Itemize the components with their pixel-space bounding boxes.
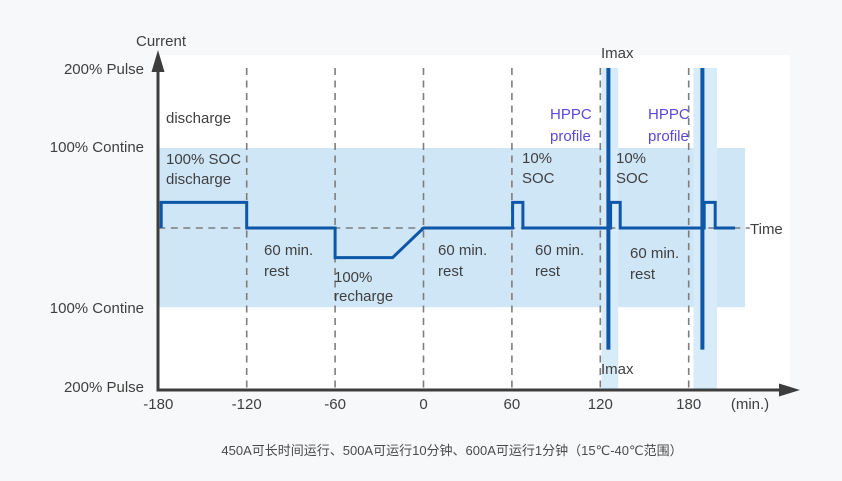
y-label-100-contine-top: 100% Contine xyxy=(49,139,144,156)
soc10-label-2: 10% SOC xyxy=(616,150,649,187)
x-axis-arrow-label: Time xyxy=(750,221,783,238)
rest-label-3: 60 min. rest xyxy=(535,242,585,280)
y-label-200-pulse-bottom: 200% Pulse xyxy=(63,379,144,396)
y-label-200-pulse-top: 200% Pulse xyxy=(63,61,144,78)
hppc-spikes xyxy=(606,68,705,350)
x-tick-label-60: 60 xyxy=(503,396,521,413)
rest-label-1: 60 min. rest xyxy=(264,242,314,280)
y-axis-title: Current xyxy=(135,33,187,50)
caption-text: 450A可长时间运行、500A可运行10分钟、600A可运行1分钟（15℃-40… xyxy=(221,443,683,458)
recharge-label: 100% recharge xyxy=(334,269,394,305)
axes xyxy=(151,50,800,397)
hppc-profile-label-2: HPPC profile xyxy=(648,106,690,145)
imax-label-top: Imax xyxy=(601,45,634,62)
rest-label-4: 60 min. rest xyxy=(630,245,680,283)
x-tick-label--60: -60 xyxy=(324,396,346,413)
x-tick-label--180: -180 xyxy=(143,396,174,413)
discharge-label: discharge xyxy=(166,110,232,127)
x-tick-label-0: 0 xyxy=(419,396,428,413)
hppc-profile-label-1: HPPC profile xyxy=(550,106,592,145)
x-tick-label--120: -120 xyxy=(231,396,262,413)
soc10-label-1: 10% SOC xyxy=(522,150,555,187)
rest-label-2: 60 min. rest xyxy=(438,242,488,280)
x-tick-label-120: 120 xyxy=(587,396,613,413)
y-label-100-contine-bottom: 100% Contine xyxy=(49,300,144,317)
dashed-gridlines xyxy=(245,68,690,390)
x-axis-unit-label: (min.) xyxy=(730,396,770,413)
soc100-discharge-label: 100% SOC discharge xyxy=(166,151,242,188)
x-axis-arrow-icon xyxy=(779,383,800,397)
y-axis-arrow-icon xyxy=(151,50,165,72)
x-tick-label-180: 180 xyxy=(676,396,702,413)
imax-label-bottom: Imax xyxy=(601,361,634,378)
